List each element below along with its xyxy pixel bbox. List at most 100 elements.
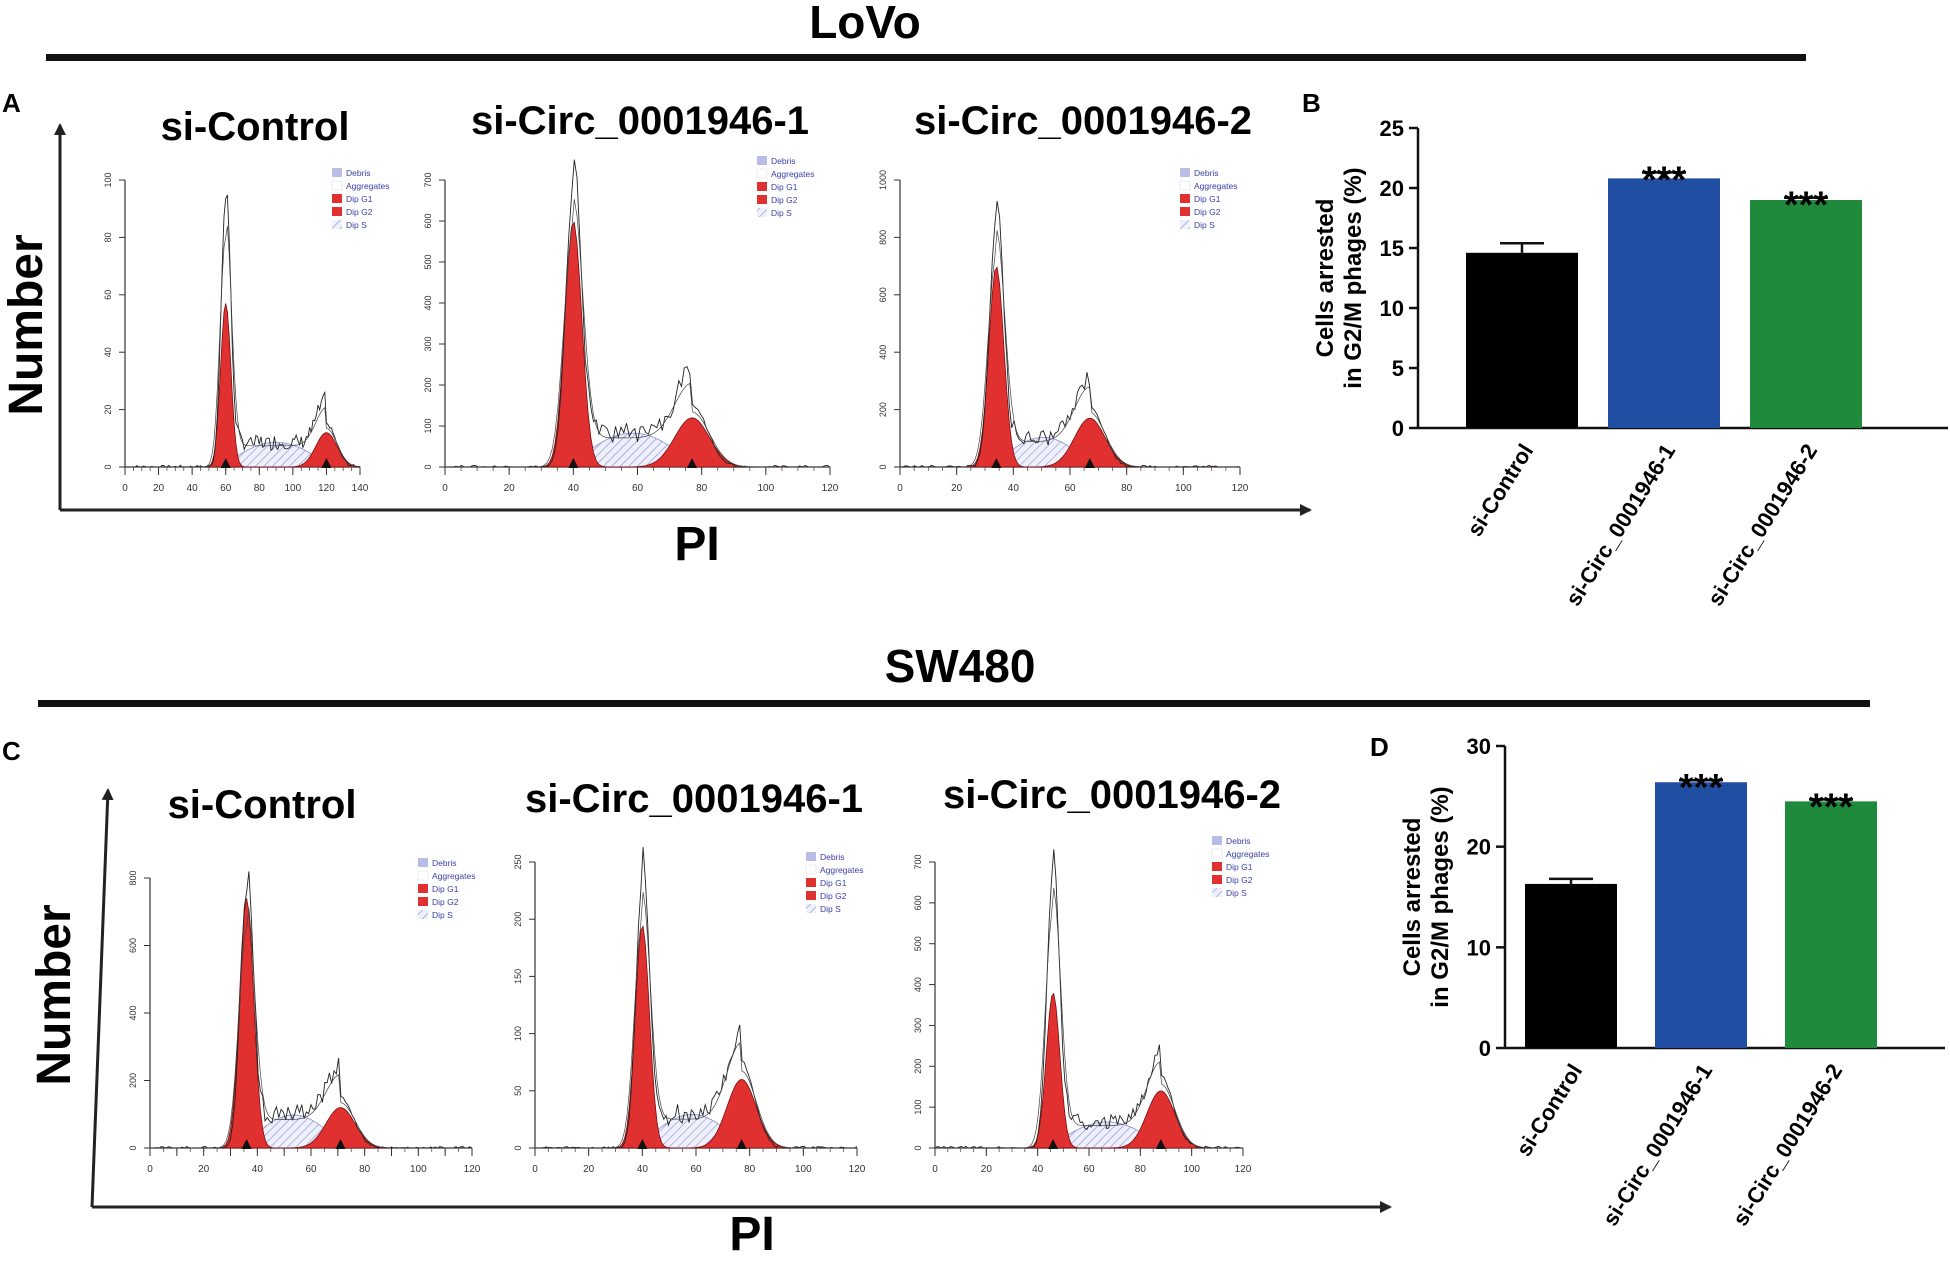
histogram-y-tick-label: 60 <box>103 290 113 300</box>
histogram-legend-label: Dip G1 <box>1226 862 1253 872</box>
histogram-x-tick-label: 60 <box>690 1164 702 1175</box>
bar-y-tick-label: 25 <box>1380 116 1404 141</box>
histogram-legend-swatch <box>1180 194 1190 203</box>
histogram-peak-marker <box>637 1139 648 1149</box>
histogram-y-tick-label: 200 <box>913 1059 923 1074</box>
bar-category-label: si-Circ_0001946-1 <box>1561 439 1681 610</box>
histogram-legend-swatch <box>418 884 428 893</box>
histogram-legend-swatch <box>418 910 428 919</box>
bar-category-label: si-Circ_0001946-2 <box>1703 439 1823 610</box>
histogram-x-tick-label: 20 <box>198 1164 210 1175</box>
bar-significance-label: *** <box>1642 159 1687 201</box>
histogram-x-tick-label: 60 <box>305 1164 317 1175</box>
histogram-x-tick-label: 60 <box>632 483 644 494</box>
histogram-legend-swatch <box>1212 862 1222 871</box>
histogram-x-tick-label: 120 <box>849 1164 866 1175</box>
histogram-y-tick-label: 100 <box>913 1100 923 1115</box>
histogram-legend-swatch <box>332 168 342 177</box>
panel-c-x-label: PI <box>729 1208 774 1261</box>
histogram-legend-label: Aggregates <box>1226 849 1269 859</box>
histogram-legend-label: Debris <box>346 168 371 178</box>
histogram-x-tick-label: 40 <box>637 1164 649 1175</box>
bar-chart-d: 0 10 20 30 Cells arrested in G2/M phages (%) s… <box>1399 734 1945 1230</box>
histogram-2: si-Circ_0001946-1 0 20 40 60 80 100 120 0 100 200 3… <box>423 99 839 494</box>
histogram-title: si-Control <box>168 783 357 827</box>
histogram-x-tick-label: 0 <box>897 483 903 494</box>
bar-y-tick-label: 0 <box>1392 416 1404 441</box>
histogram-x-tick-label: 20 <box>951 483 963 494</box>
histogram-x-tick-label: 100 <box>410 1164 427 1175</box>
histogram-legend-swatch <box>1212 836 1222 845</box>
histogram-g1-peak <box>900 266 1240 468</box>
bar-1 <box>1525 883 1617 1048</box>
histogram-legend-label: Aggregates <box>346 181 389 191</box>
histogram-legend-swatch <box>806 891 816 900</box>
histogram-y-tick-label: 100 <box>513 1026 523 1041</box>
histogram-y-tick-label: 150 <box>513 969 523 984</box>
histogram-6: si-Circ_0001946-2 0 20 40 60 80 100 120 0 100 200 3… <box>913 773 1281 1175</box>
histogram-x-tick-label: 140 <box>352 483 369 494</box>
histogram-legend-label: Dip G2 <box>820 891 847 901</box>
section-title-sw480: SW480 <box>885 640 1036 692</box>
bar-3 <box>1785 801 1877 1048</box>
histogram-legend-swatch <box>1212 888 1222 897</box>
histogram-layer: si-Control 0 20 40 60 80 100 120 140 0 20 40 60 80 100… <box>103 99 1281 1175</box>
histogram-legend-swatch <box>1180 168 1190 177</box>
histogram-x-tick-label: 100 <box>795 1164 812 1175</box>
histogram-legend-label: Debris <box>432 858 457 868</box>
histogram-y-tick-label: 400 <box>913 977 923 992</box>
histogram-legend-swatch <box>806 904 816 913</box>
histogram-g1-peak <box>150 898 472 1149</box>
histogram-g2-peak <box>900 417 1240 468</box>
histogram-legend-swatch <box>418 897 428 906</box>
histogram-legend-label: Dip G1 <box>432 884 459 894</box>
histogram-y-tick-label: 400 <box>423 295 433 310</box>
histogram-legend-label: Dip G2 <box>346 207 373 217</box>
panel-label-d: D <box>1370 732 1389 762</box>
histogram-legend-label: Debris <box>1226 836 1251 846</box>
histogram-y-tick-label: 100 <box>423 418 433 433</box>
histogram-y-tick-label: 600 <box>913 895 923 910</box>
histogram-legend-swatch <box>1212 875 1222 884</box>
histogram-title: si-Circ_0001946-2 <box>914 99 1252 143</box>
histogram-x-tick-label: 120 <box>1232 483 1249 494</box>
histogram-y-tick-label: 0 <box>878 464 888 469</box>
histogram-fit-line <box>900 230 1240 468</box>
histogram-y-tick-label: 250 <box>513 854 523 869</box>
histogram-legend-swatch <box>332 207 342 216</box>
histogram-legend-label: Dip G1 <box>820 878 847 888</box>
histogram-x-tick-label: 0 <box>932 1164 938 1175</box>
histogram-legend-swatch <box>805 864 817 875</box>
histogram-peak-marker <box>335 1139 346 1149</box>
histogram-5: si-Circ_0001946-1 0 20 40 60 80 100 120 0 50 100 15… <box>513 777 866 1175</box>
bar-y-label-line1: Cells arrested <box>1399 818 1426 977</box>
histogram-x-tick-label: 100 <box>285 483 302 494</box>
histogram-envelope-line <box>124 194 361 468</box>
histogram-peak-marker <box>220 458 231 468</box>
histogram-x-tick-label: 20 <box>504 483 516 494</box>
histogram-y-tick-label: 200 <box>423 377 433 392</box>
histogram-y-tick-label: 300 <box>423 336 433 351</box>
histogram-y-tick-label: 800 <box>878 230 888 245</box>
histogram-y-tick-label: 400 <box>878 345 888 360</box>
section-divider-lovo <box>46 54 1806 61</box>
histogram-x-tick-label: 40 <box>187 483 199 494</box>
panel-a-y-label: Number <box>0 234 53 415</box>
histogram-x-tick-label: 80 <box>696 483 708 494</box>
section-title-lovo: LoVo <box>809 0 921 48</box>
histogram-y-tick-label: 0 <box>128 1145 138 1150</box>
histogram-peak-marker <box>1155 1139 1166 1149</box>
histogram-x-tick-label: 80 <box>254 483 266 494</box>
bar-category-label: si-Control <box>1462 439 1538 540</box>
histogram-legend-swatch <box>1180 207 1190 216</box>
bar-3 <box>1750 200 1862 428</box>
bar-y-label-line2: in G2/M phages (%) <box>1340 167 1367 388</box>
histogram-legend-swatch <box>757 195 767 204</box>
histogram-x-tick-label: 0 <box>532 1164 538 1175</box>
histogram-title: si-Control <box>161 105 350 149</box>
histogram-envelope-line <box>934 849 1244 1149</box>
histogram-legend-label: Dip S <box>346 220 367 230</box>
histogram-legend-label: Dip G2 <box>771 195 798 205</box>
bar-y-tick-label: 10 <box>1467 935 1491 960</box>
bar-y-tick-label: 30 <box>1467 734 1491 759</box>
